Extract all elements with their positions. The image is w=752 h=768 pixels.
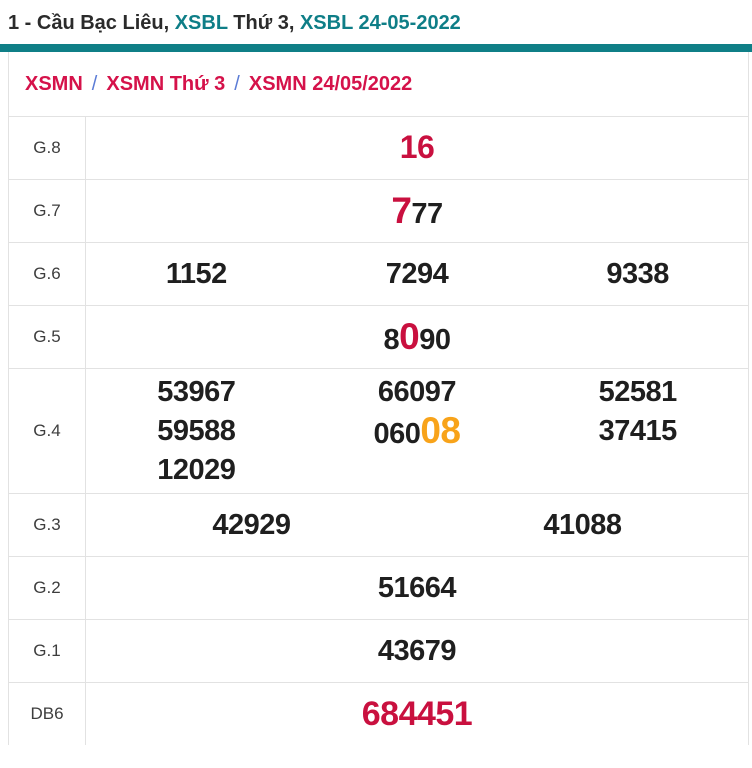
breadcrumb-separator: / — [91, 72, 98, 95]
number-segment-highlight: 684451 — [361, 695, 473, 734]
prize-label: G.4 — [9, 369, 86, 494]
prize-number: 51664 — [377, 571, 457, 605]
prize-number: 16 — [400, 129, 435, 167]
table-row: DB6 684451 — [9, 682, 748, 746]
number-segment: 41088 — [543, 508, 622, 541]
prize-values: 1152 7294 9338 — [86, 243, 748, 305]
prize-values: 51664 — [86, 557, 748, 619]
page-title: 1 - Cầu Bạc Liêu, XSBL Thứ 3, XSBL 24-05… — [0, 0, 752, 44]
prize-number: 37415 — [598, 414, 678, 448]
prize-label: G.2 — [9, 557, 86, 620]
prize-number: 8090 — [384, 315, 451, 359]
prize-values: 777 — [86, 180, 748, 242]
number-segment-highlight: 7 — [391, 190, 412, 232]
number-segment: 9338 — [606, 257, 669, 290]
table-row: G.2 51664 — [9, 556, 748, 620]
prize-number: 52581 — [598, 375, 678, 409]
teal-divider-bar — [0, 44, 752, 52]
number-segment: 8 — [383, 324, 400, 357]
results-table: G.8 16 G.7 777 G.6 1152 7294 9338 G.5 8090 G.4 5396… — [9, 116, 748, 746]
number-segment: 66097 — [377, 376, 457, 408]
breadcrumb-separator: / — [234, 72, 240, 95]
prize-label: DB6 — [9, 683, 86, 746]
prize-values: 53967 66097 52581 59588 06008 37415 12029 — [86, 369, 748, 493]
prize-number: 12029 — [157, 453, 236, 487]
table-row: G.8 16 — [9, 116, 748, 179]
prize-number: 9338 — [606, 257, 669, 291]
breadcrumb-item[interactable]: XSMN — [25, 72, 83, 95]
prize-number: 7294 — [386, 257, 449, 291]
number-segment: 59588 — [157, 414, 236, 447]
table-row: G.1 43679 — [9, 619, 748, 683]
breadcrumb-item[interactable]: XSMN Thứ 3 — [106, 72, 226, 95]
prize-number: 66097 — [377, 375, 457, 409]
number-segment: 12029 — [157, 453, 236, 486]
number-segment: 37415 — [598, 414, 678, 447]
prize-number: 1152 — [166, 257, 227, 291]
prize-number: 06008 — [373, 409, 461, 453]
prize-label: G.5 — [9, 306, 86, 368]
breadcrumb-item[interactable]: XSMN 24/05/2022 — [248, 72, 413, 95]
prize-number: 59588 — [157, 414, 236, 448]
prize-values: 16 — [86, 117, 748, 179]
title-link[interactable]: XSBL — [174, 12, 228, 34]
breadcrumb: XSMN / XSMN Thứ 3 / XSMN 24/05/2022 — [9, 52, 748, 116]
title-link[interactable]: XSBL 24-05-2022 — [299, 12, 461, 34]
number-segment: 77 — [411, 198, 443, 231]
title-text: 1 - Cầu Bạc Liêu, — [8, 12, 175, 34]
number-segment: 1152 — [165, 257, 227, 290]
number-segment: 90 — [419, 324, 451, 357]
results-panel: XSMN / XSMN Thứ 3 / XSMN 24/05/2022 G.8 16 G.7… — [8, 52, 749, 746]
table-row: G.3 42929 41088 — [9, 493, 748, 557]
number-segment: 52581 — [598, 376, 678, 408]
prize-number: 684451 — [361, 694, 473, 734]
prize-label: G.3 — [9, 494, 86, 557]
number-segment: 060 — [373, 418, 421, 451]
prize-number: 41088 — [543, 508, 622, 542]
number-segment: 43679 — [377, 634, 457, 667]
number-segment: 53967 — [157, 376, 236, 408]
prize-label: G.8 — [9, 117, 86, 179]
prize-number: 777 — [391, 189, 443, 233]
number-segment: 42929 — [212, 508, 291, 541]
number-segment-highlight: 08 — [420, 410, 461, 452]
prize-label: G.1 — [9, 620, 86, 683]
number-segment: 7294 — [385, 257, 449, 290]
table-row: G.5 8090 — [9, 305, 748, 368]
prize-values: 8090 — [86, 306, 748, 368]
prize-number: 42929 — [212, 508, 291, 542]
prize-number: 43679 — [377, 634, 457, 668]
prize-label: G.6 — [9, 243, 86, 305]
number-segment: 51664 — [377, 571, 457, 604]
number-segment-highlight: 0 — [399, 316, 420, 358]
table-row: G.7 777 — [9, 179, 748, 242]
title-text: Thứ 3, — [227, 12, 300, 34]
table-row: G.6 1152 7294 9338 — [9, 242, 748, 305]
prize-values: 43679 — [86, 620, 748, 682]
table-row: G.4 53967 66097 52581 59588 06008 37415 12029 — [9, 368, 748, 494]
prize-values: 42929 41088 — [86, 494, 748, 556]
prize-label: G.7 — [9, 180, 86, 242]
prize-values: 684451 — [86, 683, 748, 745]
prize-number: 53967 — [157, 375, 236, 409]
number-segment-highlight: 16 — [399, 129, 435, 166]
